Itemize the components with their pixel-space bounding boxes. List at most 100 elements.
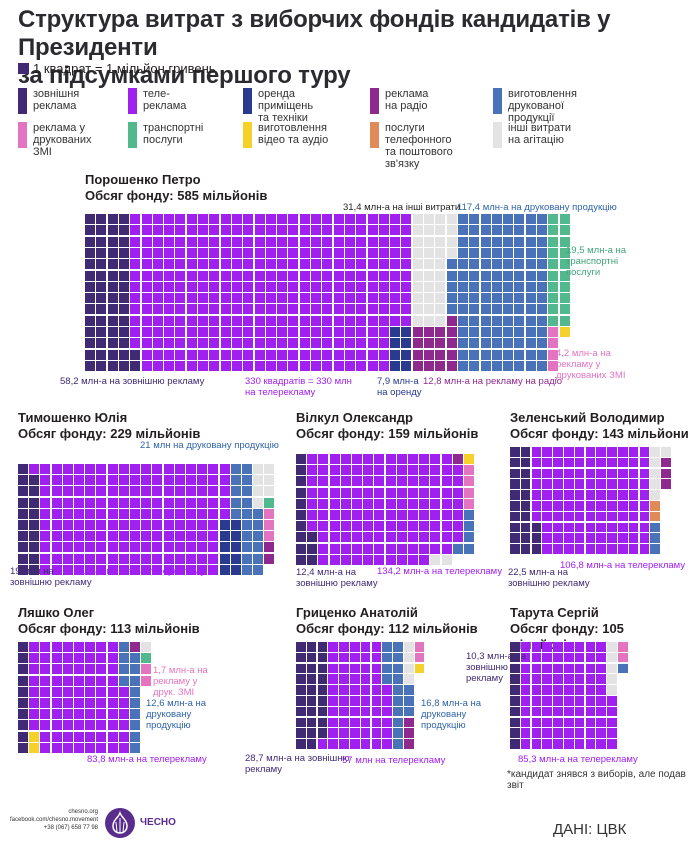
waffle-cell-print_products	[525, 259, 536, 270]
waffle-cell-radio	[404, 739, 414, 749]
waffle-cell-other	[435, 315, 446, 326]
waffle-cell-tv	[542, 717, 552, 728]
waffle-cell-transport	[559, 293, 570, 304]
waffle-cell-tv	[396, 554, 407, 565]
waffle-cell-video	[414, 663, 425, 674]
waffle-cell-tv	[367, 327, 378, 337]
waffle-cell-tv	[74, 664, 84, 675]
waffle-cell-tv	[628, 479, 639, 489]
waffle-cell-tv	[596, 479, 606, 489]
waffle-cell-tv	[356, 214, 367, 224]
legend-swatch-icon	[128, 122, 137, 148]
waffle-cell-tv	[607, 533, 617, 543]
waffle-cell-tv	[356, 360, 367, 371]
waffle-cell-tv	[363, 454, 374, 464]
waffle-cell-tv	[175, 259, 186, 270]
waffle-cell-tv	[209, 304, 220, 315]
waffle-cell-tv	[74, 531, 84, 542]
waffle-cell-tv	[51, 731, 62, 742]
waffle-cell-tv	[288, 293, 299, 304]
waffle-cell-tv	[288, 315, 299, 326]
waffle-cell-other	[446, 225, 457, 236]
waffle-cell-tv	[367, 338, 378, 349]
waffle-cell-tv	[288, 327, 299, 337]
waffle-cell-tv	[374, 510, 385, 520]
waffle-cell-tv	[596, 706, 606, 717]
waffle-cell-other	[253, 486, 264, 497]
waffle-cell-print_products	[514, 247, 525, 258]
waffle-cell-tv	[329, 476, 340, 487]
waffle-cell-tv	[333, 270, 344, 281]
waffle-cell-print_products	[393, 739, 403, 749]
waffle-cell-other	[404, 663, 414, 674]
waffle-cell-tv	[186, 247, 197, 258]
waffle-cell-radio	[446, 360, 457, 371]
waffle-cell-tv	[220, 360, 231, 371]
waffle-cell-print_products	[514, 236, 525, 247]
annotation-tv: 165,5 млн-а на телерекламу	[80, 566, 206, 577]
waffle-cell-tv	[639, 447, 650, 457]
waffle-cell-tv	[419, 510, 430, 520]
waffle-cell-tv	[265, 293, 276, 304]
waffle-cell-tv	[585, 511, 596, 522]
waffle-cell-print_products	[469, 327, 480, 337]
waffle-cell-tv	[396, 510, 407, 520]
waffle-cell-tv	[311, 360, 321, 371]
waffle-cell-tv	[118, 742, 129, 753]
waffle-cell-print_products	[469, 225, 480, 236]
waffle-cell-outdoor	[520, 468, 531, 479]
waffle-cell-print_products	[491, 338, 502, 349]
waffle-cell-tv	[51, 720, 62, 731]
waffle-cell-tv	[401, 304, 412, 315]
waffle-cell-tv	[85, 731, 96, 742]
waffle-cell-tv	[118, 686, 129, 697]
waffle-cell-other	[435, 225, 446, 236]
waffle-cell-other	[424, 214, 434, 224]
waffle-cell-tv	[231, 214, 242, 224]
waffle-cell-print_products	[480, 281, 491, 292]
legend-label: виготовлення відео та аудіо	[258, 122, 329, 146]
waffle-cell-tv	[574, 533, 585, 543]
waffle-cell-tv	[277, 225, 288, 236]
waffle-cell-other	[607, 663, 617, 674]
waffle-cell-tv	[452, 476, 463, 487]
waffle-cell-outdoor	[118, 281, 129, 292]
waffle-cell-outdoor	[118, 225, 129, 236]
waffle-cell-tv	[430, 454, 441, 464]
waffle-cell-tv	[51, 698, 62, 708]
waffle-cell-tv	[288, 225, 299, 236]
waffle-cell-tv	[311, 247, 321, 258]
waffle-cell-tv	[520, 728, 531, 738]
waffle-cell-tv	[254, 304, 265, 315]
waffle-cell-tv	[220, 293, 231, 304]
waffle-cell-other	[446, 236, 457, 247]
waffle-cell-print_products	[242, 475, 252, 486]
waffle-cell-tv	[186, 214, 197, 224]
waffle-cell-tv	[209, 270, 220, 281]
waffle-cell-outdoor	[96, 281, 107, 292]
waffle-cell-other	[435, 259, 446, 270]
waffle-cell-outdoor	[510, 663, 520, 674]
waffle-cell-tv	[107, 542, 118, 553]
waffle-cell-outdoor	[85, 270, 95, 281]
waffle-cell-radio	[446, 315, 457, 326]
waffle-cell-tv	[208, 553, 219, 564]
candidate-name: Тарута Сергій	[510, 605, 599, 620]
waffle-cell-tv	[396, 543, 407, 554]
waffle-cell-outdoor	[510, 706, 520, 717]
waffle-cell-outdoor	[510, 717, 520, 728]
waffle-cell-tv	[390, 214, 401, 224]
waffle-cell-outdoor	[96, 360, 107, 371]
waffle-cell-tv	[542, 706, 552, 717]
waffle-cell-outdoor	[296, 476, 306, 487]
waffle-cell-tv	[564, 663, 574, 674]
waffle-cell-print_products	[537, 349, 547, 360]
waffle-cell-tv	[628, 522, 639, 533]
waffle-cell-tv	[360, 652, 371, 663]
waffle-cell-tv	[318, 454, 329, 464]
waffle-cell-print_products	[457, 327, 468, 337]
waffle-cell-outdoor	[29, 542, 40, 553]
waffle-cell-tv	[531, 739, 542, 749]
waffle-cell-tv	[141, 542, 152, 553]
legend-item-video: виготовлення відео та аудіо	[243, 122, 328, 148]
